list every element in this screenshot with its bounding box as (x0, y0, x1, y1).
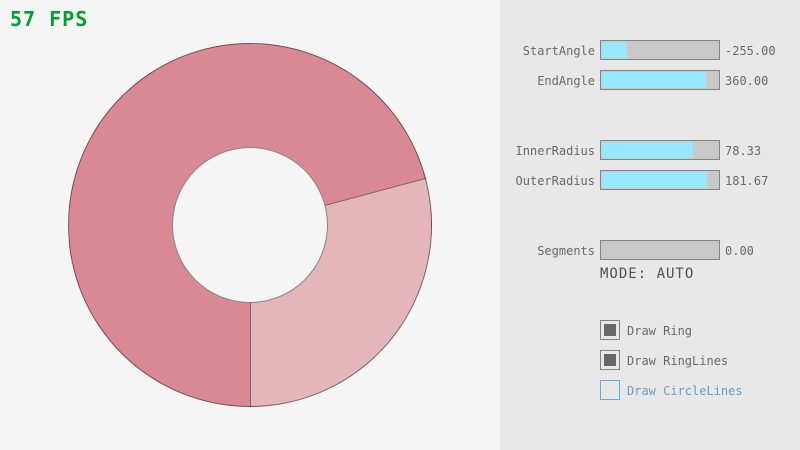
slider-innerradius-value: 78.33 (725, 144, 762, 158)
slider-segments-value: 0.00 (725, 244, 754, 258)
checkbox-draw-circlelines-label: Draw CircleLines (627, 384, 743, 398)
slider-segments[interactable] (600, 240, 720, 260)
checkbox-draw-ring-label: Draw Ring (627, 324, 693, 338)
slider-startangle[interactable] (600, 40, 720, 60)
ring-inner-hole (172, 147, 328, 303)
checkbox-draw-ringlines-checkmark (604, 354, 616, 366)
checkbox-draw-ring-checkmark (604, 324, 616, 336)
checkbox-draw-circlelines[interactable] (600, 380, 620, 400)
slider-row-endangle: EndAngle 360.00 (500, 70, 800, 90)
slider-segments-label: Segments (537, 244, 595, 258)
fps-counter: 57 FPS (10, 7, 89, 31)
slider-outerradius[interactable] (600, 170, 720, 190)
checkbox-draw-ring[interactable] (600, 320, 620, 340)
slider-endangle-value: 360.00 (725, 74, 769, 88)
slider-row-startangle: StartAngle -255.00 (500, 40, 800, 60)
slider-row-segments: Segments 0.00 (500, 240, 800, 260)
slider-outerradius-label: OuterRadius (515, 174, 595, 188)
slider-innerradius-fill (602, 142, 693, 158)
checkbox-row-draw-circlelines: Draw CircleLines (500, 380, 800, 400)
checkbox-draw-circlelines-checkmark (604, 384, 616, 396)
slider-innerradius-label: InnerRadius (515, 144, 595, 158)
slider-endangle[interactable] (600, 70, 720, 90)
slider-row-innerradius: InnerRadius 78.33 (500, 140, 800, 160)
slider-endangle-label: EndAngle (537, 74, 595, 88)
ring-line-bottom (250, 225, 251, 407)
slider-startangle-label: StartAngle (522, 44, 595, 58)
slider-outerradius-value: 181.67 (725, 174, 769, 188)
checkbox-draw-ringlines[interactable] (600, 350, 620, 370)
control-panel: StartAngle -255.00 EndAngle 360.00 Inner… (500, 0, 800, 450)
slider-row-outerradius: OuterRadius 181.67 (500, 170, 800, 190)
slider-innerradius[interactable] (600, 140, 720, 160)
checkbox-draw-ringlines-label: Draw RingLines (627, 354, 729, 368)
slider-endangle-fill (602, 72, 707, 88)
slider-startangle-fill (602, 42, 628, 58)
checkbox-row-draw-ring: Draw Ring (500, 320, 800, 340)
slider-outerradius-fill (602, 172, 708, 188)
slider-startangle-value: -255.00 (725, 44, 776, 58)
segments-mode-text: MODE: AUTO (600, 266, 695, 282)
checkbox-row-draw-ringlines: Draw RingLines (500, 350, 800, 370)
